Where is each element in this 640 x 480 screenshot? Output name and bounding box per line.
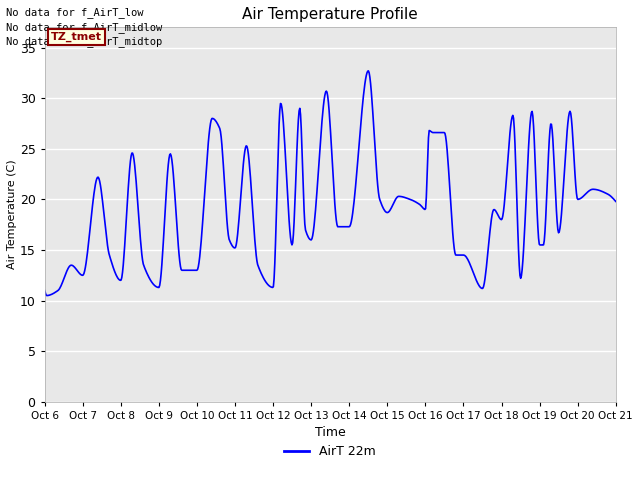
- Title: Air Temperature Profile: Air Temperature Profile: [243, 7, 418, 22]
- Y-axis label: Air Temperature (C): Air Temperature (C): [7, 160, 17, 269]
- Legend: AirT 22m: AirT 22m: [279, 440, 381, 463]
- X-axis label: Time: Time: [315, 426, 346, 440]
- Text: TZ_tmet: TZ_tmet: [51, 32, 102, 42]
- Text: No data for f_AirT_midtop: No data for f_AirT_midtop: [6, 36, 163, 47]
- Text: No data for f_AirT_midlow: No data for f_AirT_midlow: [6, 22, 163, 33]
- Text: No data for f_AirT_low: No data for f_AirT_low: [6, 7, 144, 18]
